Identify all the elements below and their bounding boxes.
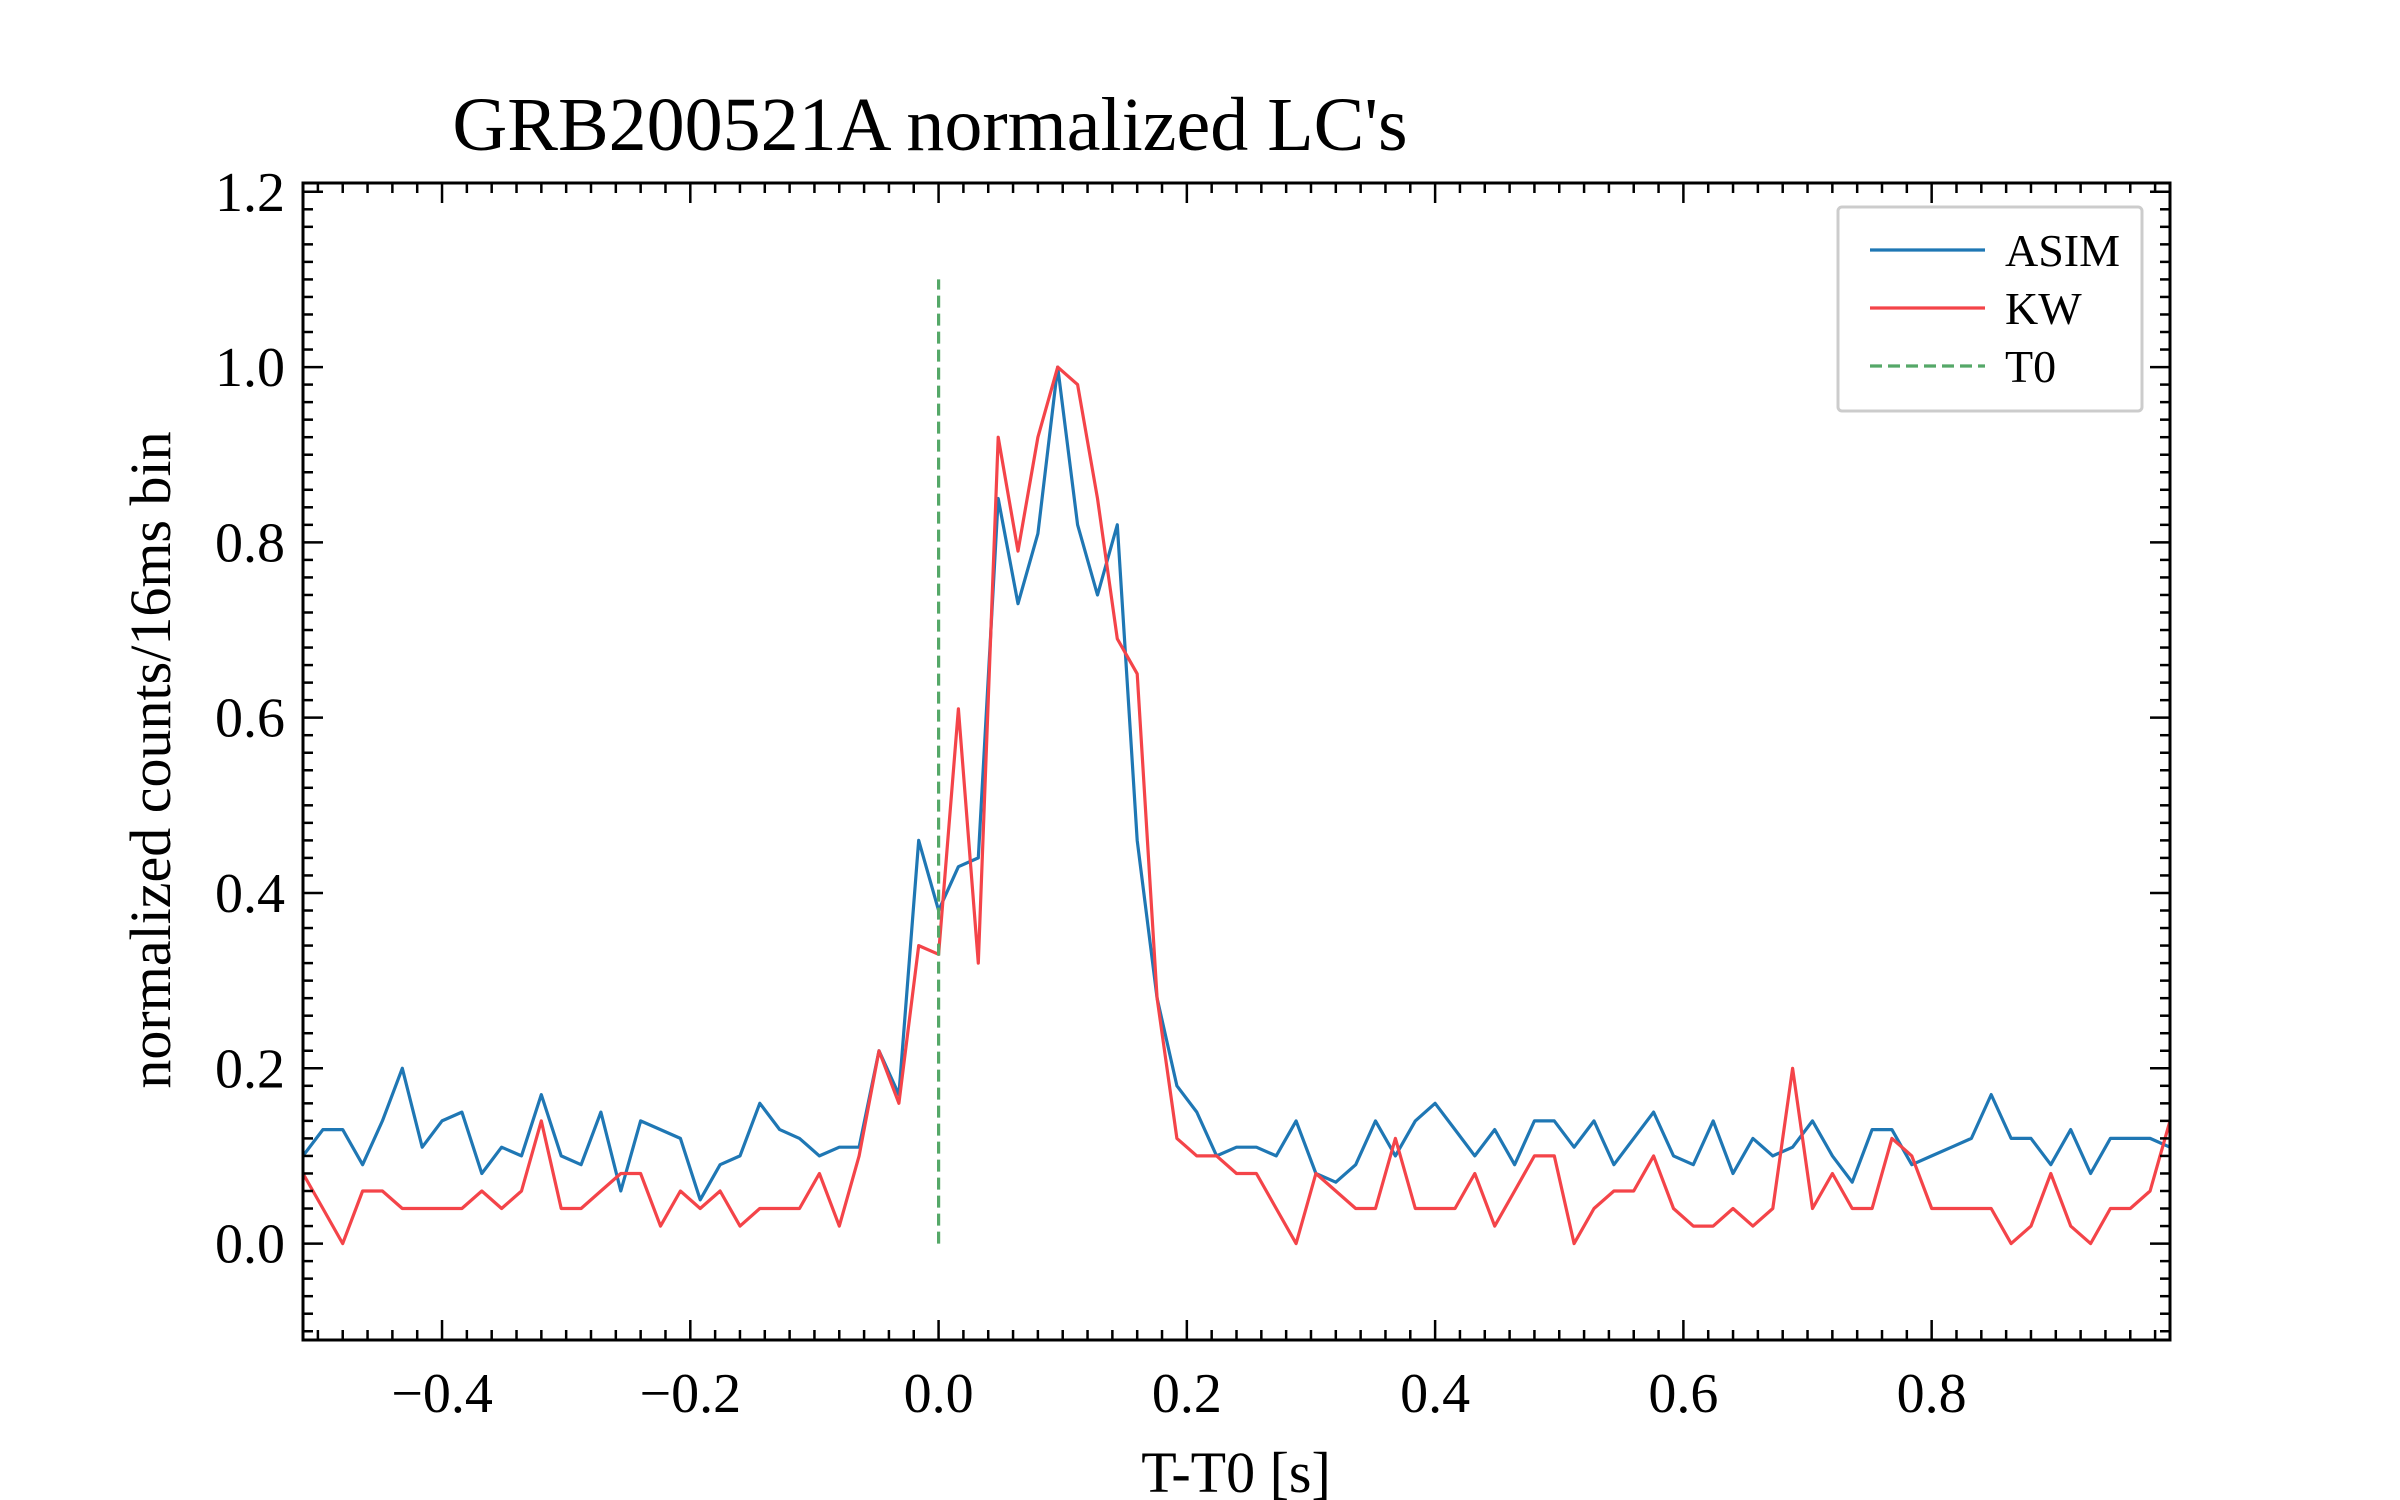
- x-tick-label: 0.4: [1400, 1363, 1470, 1425]
- y-tick-label: 1.2: [215, 162, 285, 224]
- y-tick-label: 0.6: [215, 688, 285, 750]
- series-line-asim: [301, 365, 2171, 1202]
- legend-label-t0: T0: [2005, 341, 2056, 392]
- y-tick-label: 0.8: [215, 512, 285, 574]
- ticks-layer: −0.4 −0.2 0.0 0.2 0.4 0.6 0.8 0.0 0.2 0.4 0.6 0.8 1.…: [215, 162, 2170, 1425]
- x-tick-label: 0.2: [1152, 1363, 1222, 1425]
- legend-label-asim: ASIM: [2005, 225, 2120, 276]
- series-layer: [301, 279, 2172, 1246]
- legend-label-kw: KW: [2005, 283, 2082, 334]
- legend: ASIM KW T0: [1836, 205, 2144, 413]
- x-tick-label: −0.2: [640, 1363, 742, 1425]
- y-axis-label: normalized counts/16ms bin: [118, 431, 183, 1088]
- x-tick-label: 0.8: [1897, 1363, 1967, 1425]
- y-tick-label: 1.0: [215, 337, 285, 399]
- x-tick-label: 0.0: [904, 1363, 974, 1425]
- chart-title: GRB200521A normalized LC's: [452, 83, 1407, 167]
- series-line-kw: [301, 365, 2172, 1246]
- legend-frame: [1836, 205, 2144, 413]
- y-tick-label: 0.4: [215, 863, 285, 925]
- y-tick-label: 0.2: [215, 1038, 285, 1100]
- x-axis-label: T-T0 [s]: [1141, 1440, 1331, 1500]
- plot-area: −0.4 −0.2 0.0 0.2 0.4 0.6 0.8 0.0 0.2 0.4 0.6 0.8 1.…: [215, 162, 2172, 1425]
- x-tick-label: 0.6: [1648, 1363, 1718, 1425]
- y-tick-label: 0.0: [215, 1214, 285, 1276]
- x-tick-label: −0.4: [391, 1363, 493, 1425]
